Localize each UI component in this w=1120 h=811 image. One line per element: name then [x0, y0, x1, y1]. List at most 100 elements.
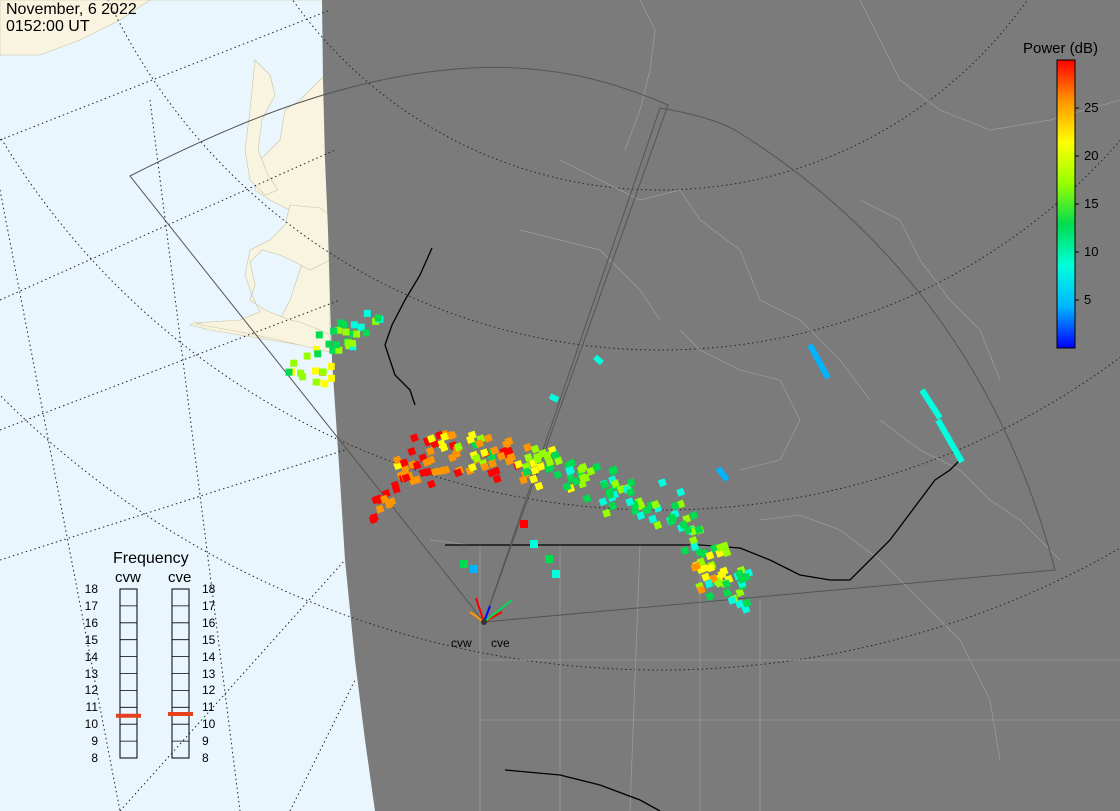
echo-cell: [562, 482, 572, 492]
echo-cell: [735, 599, 745, 609]
echo-cell: [387, 497, 397, 507]
echo-cell: [715, 543, 725, 552]
echo-cell: [423, 467, 433, 477]
echo-cell: [705, 591, 715, 601]
echo-cell: [348, 339, 356, 347]
echo-cell: [451, 449, 461, 459]
echo-cell: [315, 331, 323, 339]
echo-cell: [488, 459, 497, 469]
frequency-scales: [116, 588, 193, 759]
frequency-scale-number: 12: [202, 683, 216, 698]
frequency-scale-number: 13: [202, 666, 216, 681]
echo-cell: [321, 380, 329, 388]
echo-cell: [694, 525, 704, 535]
echo-cell: [578, 462, 588, 472]
echo-cell: [545, 555, 553, 563]
echo-cell: [524, 452, 533, 462]
echo-cell: [542, 451, 552, 461]
echo-cell: [319, 368, 327, 376]
echo-cell: [330, 327, 338, 335]
frequency-scale-number: 13: [84, 666, 98, 681]
echo-cell: [314, 350, 322, 358]
frequency-scale-number: 16: [84, 615, 98, 630]
radar-echo-cells: [285, 309, 965, 623]
frequency-scale-number: 9: [91, 734, 98, 749]
echo-cell: [350, 321, 358, 329]
echo-cell: [670, 501, 680, 511]
frequency-scale-number: 10: [84, 717, 98, 732]
echo-cell: [554, 456, 563, 466]
night-terminator-shade: [322, 0, 1120, 811]
echo-cell: [329, 346, 337, 354]
echo-cell: [409, 433, 419, 443]
echo-cell: [690, 542, 700, 552]
echo-cell: [514, 459, 524, 469]
echo-cell: [441, 465, 451, 475]
frequency-scale-number: 18: [84, 582, 98, 596]
echo-cell: [689, 510, 699, 520]
frequency-scale-number: 10: [202, 717, 216, 732]
frequency-scale-number: 17: [202, 598, 216, 613]
echo-cell: [285, 368, 293, 376]
echo-cell: [374, 314, 382, 322]
echo-cell: [335, 326, 343, 334]
echo-cell: [335, 346, 343, 354]
frequency-scale-number: 11: [85, 700, 98, 715]
echo-cell: [325, 340, 333, 348]
echo-cell: [533, 452, 543, 462]
echo-cell: [426, 479, 436, 489]
echo-cell: [608, 501, 618, 511]
echo-cell: [657, 478, 667, 488]
echo-cell: [605, 490, 615, 500]
echo-cell: [586, 466, 596, 476]
echo-cell: [706, 563, 716, 573]
echo-cell: [722, 579, 731, 589]
echo-cell: [550, 450, 560, 460]
echo-cell: [392, 455, 402, 465]
echo-cell: [530, 465, 540, 475]
echo-cell: [290, 359, 298, 367]
echo-cell: [408, 476, 418, 486]
echo-cell: [496, 451, 506, 461]
radar-label-cvw: cvw: [115, 569, 141, 586]
echo-cell: [530, 540, 538, 548]
faint-geography: [429, 0, 1120, 811]
echo-cell: [422, 457, 432, 467]
echo-cell: [399, 458, 409, 468]
echo-cell: [391, 484, 401, 494]
power-colorbar: [1056, 59, 1079, 349]
echo-cell: [412, 460, 422, 470]
echo-streak: [919, 388, 943, 420]
site-label-cvw: cvw: [451, 636, 472, 650]
frequency-scale-number: 14: [202, 649, 216, 664]
echo-cell: [460, 560, 468, 568]
echo-cell: [582, 494, 592, 503]
echo-cell: [592, 462, 602, 472]
echo-streak: [548, 393, 560, 403]
echo-cell: [545, 457, 555, 467]
echo-cell: [425, 446, 435, 456]
echo-cell: [667, 513, 677, 523]
echo-cell: [571, 477, 581, 487]
echo-cell: [741, 604, 751, 614]
echo-cell: [704, 579, 714, 589]
echo-cell: [651, 500, 660, 510]
echo-cell: [363, 309, 371, 317]
echo-cell: [522, 467, 532, 477]
echo-cell: [578, 473, 588, 483]
echo-cell: [407, 446, 417, 456]
echo-cell: [648, 514, 658, 524]
echo-cell: [715, 548, 725, 558]
echo-cell: [742, 598, 752, 608]
cvw-fov: [129, 66, 669, 624]
echo-cell: [362, 329, 370, 337]
echo-cell: [737, 574, 747, 584]
echo-cell: [530, 444, 540, 454]
echo-streak: [475, 597, 485, 623]
radar-fov-outlines: [129, 66, 1056, 624]
echo-cell: [653, 520, 663, 530]
frequency-scale-number: 15: [84, 632, 98, 647]
echo-cell: [436, 439, 446, 449]
frequency-scale-number: 18: [202, 582, 216, 596]
